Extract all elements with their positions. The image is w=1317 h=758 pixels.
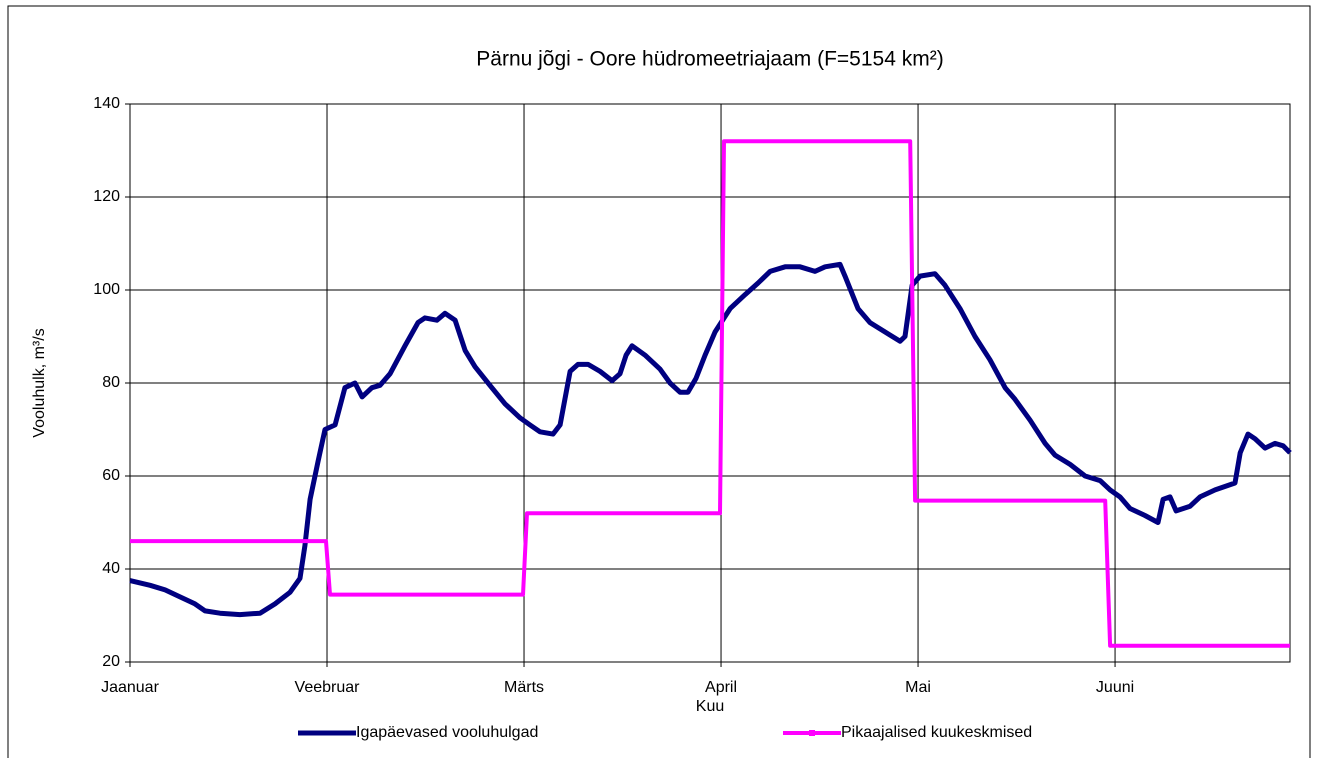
y-tick-label: 140	[93, 95, 120, 112]
legend-label: Igapäevased vooluhulgad	[356, 724, 538, 741]
series-line	[130, 139, 1290, 648]
y-tick-label: 120	[93, 188, 120, 205]
y-tick-label: 80	[102, 374, 120, 391]
x-tick-label: Mai	[905, 679, 931, 696]
y-axis-label: Vooluhulk, m³/s	[31, 328, 48, 437]
y-tick-label: 40	[102, 560, 120, 577]
x-tick-label: Märts	[504, 679, 544, 696]
legend-marker	[809, 730, 815, 736]
x-axis-label: Kuu	[696, 698, 724, 715]
x-tick-label: April	[705, 679, 737, 696]
y-tick-label: 60	[102, 467, 120, 484]
x-tick-label: Veebruar	[295, 679, 361, 696]
y-tick-label: 20	[102, 653, 120, 670]
x-tick-label: Jaanuar	[101, 679, 159, 696]
y-tick-label: 100	[93, 281, 120, 298]
x-tick-label: Juuni	[1096, 679, 1134, 696]
legend-label: Pikaajalised kuukeskmised	[841, 724, 1032, 741]
chart-title: Pärnu jõgi - Oore hüdromeetriajaam (F=51…	[476, 48, 943, 71]
series-line	[129, 261, 1292, 618]
